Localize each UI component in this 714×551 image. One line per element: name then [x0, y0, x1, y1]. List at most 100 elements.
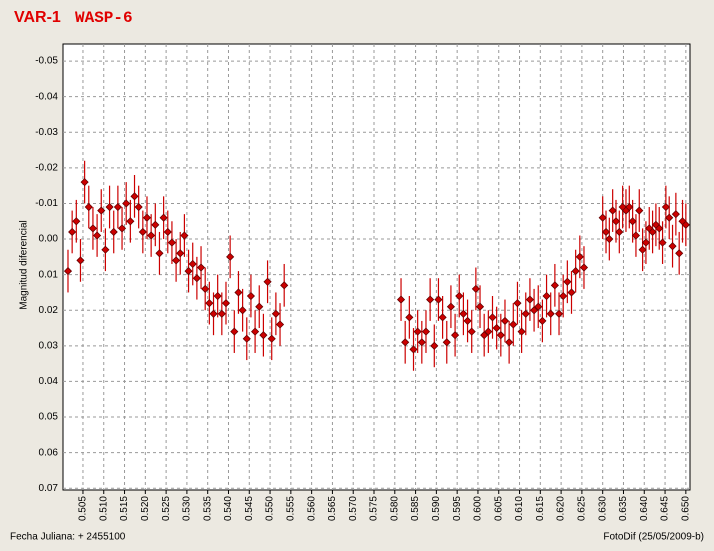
- point: [101, 245, 110, 254]
- plot-area: [62, 43, 691, 491]
- point: [446, 302, 455, 311]
- y-tick-label: 0.01: [39, 269, 59, 280]
- chart-title: VAR-1: [14, 9, 61, 26]
- point: [84, 202, 93, 212]
- point: [563, 277, 572, 286]
- point: [109, 227, 118, 237]
- point: [530, 306, 539, 315]
- point: [598, 213, 607, 222]
- point: [505, 338, 514, 347]
- point: [671, 210, 680, 219]
- point: [221, 299, 231, 308]
- chart-subtitle: WASP-6: [75, 9, 133, 27]
- point: [538, 316, 547, 325]
- point: [430, 341, 439, 350]
- y-tick-label: 0.04: [39, 376, 59, 387]
- point: [246, 291, 255, 301]
- point: [421, 327, 431, 336]
- point: [130, 192, 139, 201]
- point: [517, 327, 526, 336]
- x-tick-label: 0.600: [473, 496, 484, 521]
- point: [176, 249, 185, 258]
- point: [471, 284, 480, 293]
- point: [417, 338, 426, 347]
- point: [113, 202, 122, 212]
- point: [142, 213, 152, 222]
- point: [605, 234, 614, 244]
- point: [675, 249, 684, 258]
- x-tick-label: 0.505: [78, 496, 89, 521]
- point: [496, 331, 505, 340]
- y-tick-label: -0.05: [35, 56, 58, 67]
- point: [438, 313, 447, 322]
- point: [571, 267, 580, 276]
- point: [159, 213, 168, 222]
- point: [467, 327, 476, 336]
- point: [209, 309, 218, 318]
- y-tick-label: 0.05: [39, 412, 59, 423]
- point: [681, 220, 690, 229]
- x-tick-label: 0.645: [660, 496, 671, 521]
- point: [105, 202, 114, 212]
- point: [396, 295, 406, 304]
- point: [641, 238, 650, 247]
- point: [546, 309, 555, 318]
- footer: FotoDif (25/05/2009-b): [603, 532, 704, 543]
- point: [480, 331, 489, 340]
- point: [122, 199, 131, 208]
- x-tick-label: 0.580: [389, 496, 400, 521]
- y-axis-label: Magnitud diferencial: [19, 220, 30, 310]
- x-tick-label: 0.540: [223, 496, 234, 521]
- point: [188, 259, 197, 269]
- point: [554, 309, 564, 318]
- point: [167, 238, 177, 247]
- point: [442, 338, 451, 347]
- point: [126, 217, 135, 226]
- y-tick-label: -0.03: [35, 127, 58, 138]
- point: [459, 309, 468, 318]
- x-tick-label: 0.590: [431, 496, 442, 521]
- point: [155, 249, 164, 258]
- y-tick-label: 0.06: [39, 447, 59, 458]
- x-axis-label: Fecha Juliana: + 2455100: [10, 532, 126, 543]
- x-tick-label: 0.610: [514, 496, 525, 521]
- point: [192, 274, 201, 283]
- point: [267, 334, 276, 343]
- point: [401, 338, 410, 347]
- point: [488, 313, 497, 322]
- point: [665, 213, 674, 222]
- point: [625, 202, 634, 212]
- point: [242, 334, 251, 343]
- point: [434, 295, 443, 304]
- point: [601, 227, 611, 237]
- y-tick-label: 0.03: [39, 340, 59, 351]
- y-tick-label: -0.02: [35, 163, 58, 174]
- point: [463, 316, 472, 325]
- point: [180, 231, 189, 240]
- point: [263, 277, 272, 286]
- x-tick-label: 0.565: [327, 496, 338, 521]
- point: [631, 231, 641, 240]
- point: [413, 327, 422, 336]
- point: [509, 320, 518, 329]
- point: [172, 256, 181, 265]
- point: [500, 316, 510, 325]
- y-tick-label: -0.01: [35, 198, 58, 209]
- x-tick-label: 0.630: [597, 496, 608, 521]
- x-tick-label: 0.560: [306, 496, 317, 521]
- point: [151, 220, 160, 229]
- point: [475, 302, 485, 311]
- point: [238, 306, 247, 315]
- point: [213, 291, 222, 301]
- point: [88, 224, 98, 233]
- y-tick-label: 0.07: [39, 483, 59, 494]
- point: [579, 263, 589, 272]
- point: [226, 252, 235, 261]
- point: [542, 291, 551, 301]
- point: [550, 281, 559, 290]
- point: [455, 291, 464, 301]
- point: [217, 309, 226, 318]
- x-tick-label: 0.535: [202, 496, 213, 521]
- point: [117, 224, 127, 233]
